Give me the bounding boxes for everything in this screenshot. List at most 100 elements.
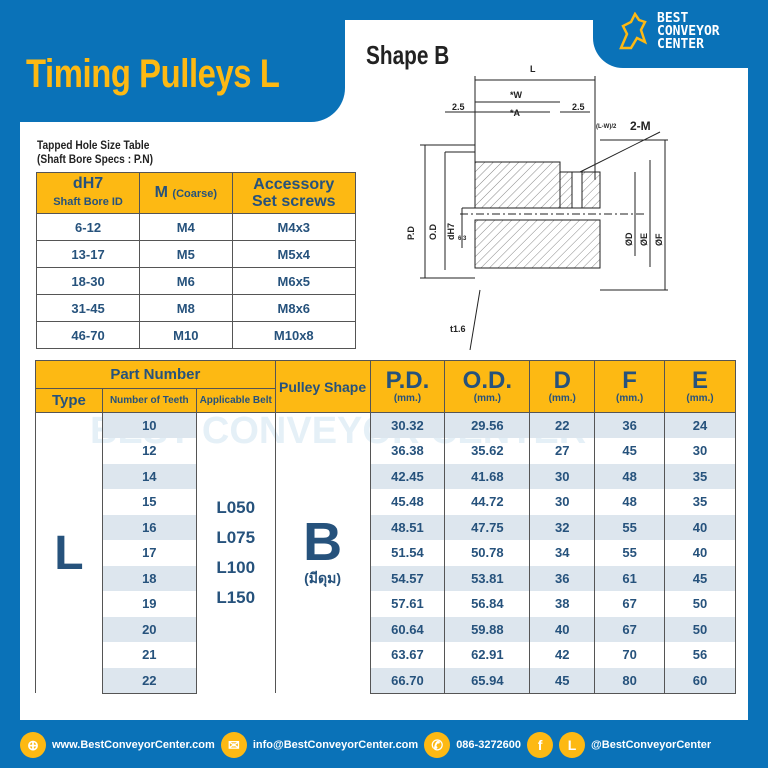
table-cell: 55 [594, 514, 666, 540]
table-row: 15 45.48 44.72 30 48 35 [36, 489, 736, 515]
table-row: 6-12 M4 M4x3 [35, 213, 357, 241]
shape-cell: B (มีดุม) [274, 412, 371, 693]
table-cell: M10x8 [231, 321, 357, 349]
table-cell: 42 [529, 642, 596, 668]
table-cell: 29.56 [444, 412, 531, 438]
belt-cell: L050 L075 L100 L150 [195, 412, 276, 693]
table-cell: 53.81 [444, 565, 531, 591]
table-cell: 55 [594, 540, 666, 566]
shape-note: (มีดุม) [304, 570, 342, 586]
table-cell: 21 [101, 642, 197, 668]
table-cell: 12 [101, 438, 197, 464]
logo-text: BEST CONVEYOR CENTER [657, 11, 720, 52]
dim-t-label: t1.6 [450, 324, 466, 334]
table-cell: 10 [101, 412, 197, 438]
email-link[interactable]: info@BestConveyorCenter.com [252, 739, 419, 751]
table-cell: 40 [664, 514, 736, 540]
table-cell: 46-70 [35, 321, 141, 349]
col-header-belt: Applicable Belt [195, 388, 276, 413]
table-cell: 60.64 [369, 616, 446, 642]
table-cell: 60 [664, 667, 736, 694]
table-cell: M8 [139, 294, 233, 322]
table-cell: 30 [529, 489, 596, 515]
dim-pd-label: P.D [406, 226, 416, 240]
col-header-screws: Accessory Set screws [231, 172, 357, 214]
table-row: 12 36.38 35.62 27 45 30 [36, 438, 736, 464]
table-cell: 50 [664, 591, 736, 617]
table-cell: 20 [101, 616, 197, 642]
col-header-part-number: Part Number [35, 360, 276, 389]
type-cell: L [35, 412, 103, 693]
tapped-table-caption: Tapped Hole Size Table (Shaft Bore Specs… [37, 138, 153, 166]
table-cell: 27 [529, 438, 596, 464]
email-icon: ✉ [220, 732, 247, 758]
table-cell: 30 [529, 463, 596, 489]
col-header-teeth: Number of Teeth [101, 388, 197, 413]
title-banner: Timing Pulleys L [0, 0, 345, 122]
table-cell: 36 [529, 565, 596, 591]
table-cell: 31-45 [35, 294, 141, 322]
table-cell: 61 [594, 565, 666, 591]
table-row: 18-30 M6 M6x5 [35, 267, 357, 295]
table-row: 13-17 M5 M5x4 [35, 240, 357, 268]
table-cell: 18-30 [35, 267, 141, 295]
page-title: Timing Pulleys L [26, 52, 280, 96]
table-cell: M4x3 [231, 213, 357, 241]
website-link[interactable]: www.BestConveyorCenter.com [52, 739, 215, 751]
table-cell: 67 [594, 616, 666, 642]
phone-icon: ✆ [424, 732, 451, 758]
table-cell: 35.62 [444, 438, 531, 464]
social-handle[interactable]: @BestConveyorCenter [591, 739, 712, 751]
table-cell: 38 [529, 591, 596, 617]
facebook-icon[interactable]: f [527, 732, 554, 758]
table-cell: 30 [664, 438, 736, 464]
table-cell: 67 [594, 591, 666, 617]
table-cell: 41.68 [444, 463, 531, 489]
table-cell: 48.51 [369, 514, 446, 540]
table-cell: 32 [529, 514, 596, 540]
table-cell: 66.70 [369, 667, 446, 694]
line-icon[interactable]: L [559, 732, 586, 758]
table-cell: M10 [139, 321, 233, 349]
dim-w-label: *W [510, 90, 523, 100]
table-row: 19 57.61 56.84 38 67 50 [36, 591, 736, 617]
col-header-f: F (mm.) [594, 360, 666, 413]
table-cell: 56.84 [444, 591, 531, 617]
table-cell: 44.72 [444, 489, 531, 515]
shape-title: Shape B [366, 40, 450, 70]
dim-offset-left-label: 2.5 [452, 102, 465, 112]
table-cell: 24 [664, 412, 736, 438]
table-cell: 48 [594, 463, 666, 489]
table-cell: M5 [139, 240, 233, 268]
caption-line: (Shaft Bore Specs : P.N) [37, 152, 154, 166]
table-cell: 22 [529, 412, 596, 438]
shape-letter: B [303, 512, 343, 572]
table-cell: 54.57 [369, 565, 446, 591]
dim-lw-label: (L-W)/2 [596, 124, 617, 130]
pulley-spec-table: Part Number Pulley Shape P.D. (mm.) O.D.(… [35, 360, 736, 694]
table-row: 17 51.54 50.78 34 55 40 [36, 540, 736, 566]
table-cell: 62.91 [444, 642, 531, 668]
col-header-type: Type [35, 388, 103, 413]
table-cell: 45 [664, 565, 736, 591]
table-row: 22 66.70 65.94 45 80 60 [36, 667, 736, 694]
dim-a-label: *A [510, 108, 521, 118]
phone-number[interactable]: 086-3272600 [456, 739, 522, 751]
table-row: 18 54.57 53.81 36 61 45 [36, 565, 736, 591]
table-cell: 80 [594, 667, 666, 694]
table-cell: 19 [101, 591, 197, 617]
table-cell: 13-17 [35, 240, 141, 268]
globe-icon: ⊕ [20, 732, 46, 758]
dim-roughness-label: 6.3 [458, 236, 467, 242]
caption-line: Tapped Hole Size Table [37, 138, 150, 152]
table-cell: 34 [529, 540, 596, 566]
table-cell: 63.67 [369, 642, 446, 668]
dim-e-label: ØE [639, 233, 649, 246]
table-cell: 65.94 [444, 667, 531, 694]
table-cell: 17 [101, 540, 197, 566]
table-cell: 59.88 [444, 616, 531, 642]
table-cell: 30.32 [369, 412, 446, 438]
col-header-e: E (mm.) [664, 360, 736, 413]
dim-2m-label: 2-M [630, 119, 651, 133]
belt-code: L050 [216, 498, 256, 517]
